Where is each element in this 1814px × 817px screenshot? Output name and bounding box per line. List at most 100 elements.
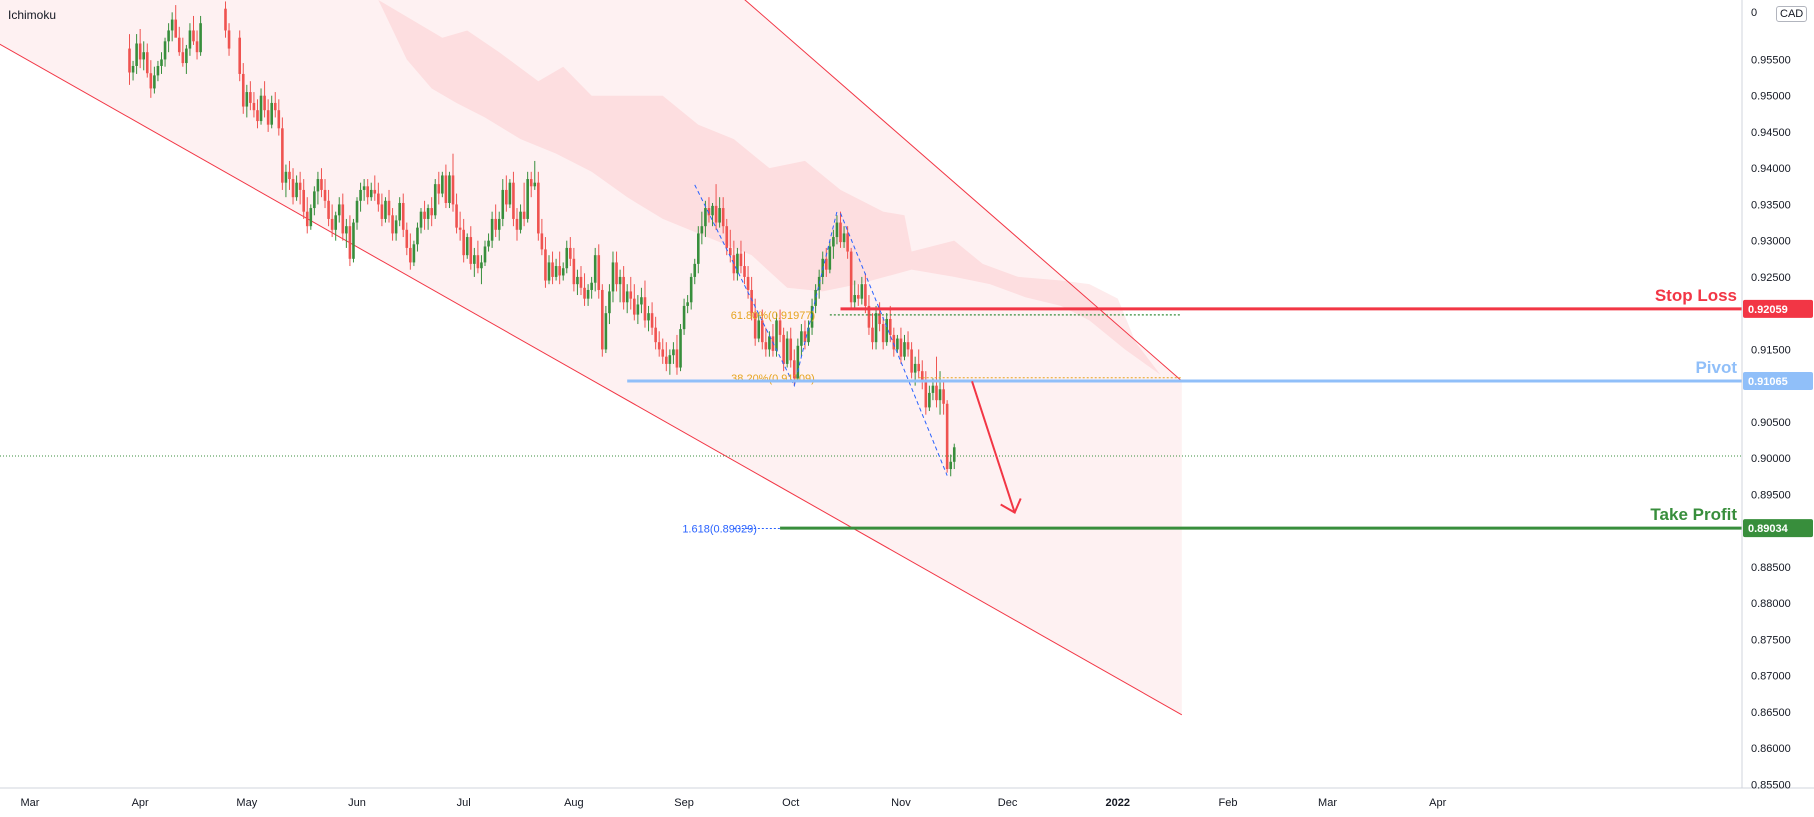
candle: [473, 247, 476, 277]
candle: [665, 342, 668, 372]
candle: [174, 5, 178, 38]
candle-body: [430, 208, 433, 216]
candle-body: [469, 237, 473, 264]
candle-body: [849, 251, 853, 303]
candle-body: [952, 447, 956, 462]
candle: [135, 34, 138, 74]
price-badge-label: 0.91065: [1748, 376, 1788, 388]
candle: [409, 233, 412, 270]
candle-body: [881, 324, 885, 343]
candle: [561, 262, 565, 281]
candle-body: [426, 208, 430, 219]
y-tick-label: 0.89500: [1751, 489, 1791, 501]
price-badge-bg: [1743, 299, 1813, 318]
candle-body: [554, 266, 558, 277]
fib-label: 1.618(0.89029): [682, 524, 757, 536]
candle: [305, 197, 309, 234]
candle-body: [529, 179, 533, 187]
candle-body: [153, 75, 156, 89]
candle-body: [348, 226, 352, 259]
candle-body: [320, 179, 323, 190]
candle: [181, 37, 185, 67]
candle-body: [423, 211, 426, 219]
projection-arrow: [971, 381, 1016, 513]
candle: [693, 258, 697, 285]
candle: [572, 247, 576, 292]
y-tick-label: 0.94500: [1751, 127, 1791, 139]
candle-body: [433, 184, 437, 216]
candle-body: [597, 255, 601, 290]
candle-body: [949, 461, 953, 470]
candle: [640, 287, 643, 314]
candle-body: [352, 222, 355, 259]
candle-body: [665, 356, 668, 364]
candle-body: [672, 349, 675, 356]
candle-body: [167, 30, 170, 42]
candle-body: [497, 218, 501, 230]
candle: [906, 331, 910, 357]
candle: [199, 15, 202, 56]
candle-body: [718, 208, 721, 223]
currency-badge[interactable]: CAD: [1776, 6, 1808, 22]
candle-body: [263, 95, 266, 111]
candle: [881, 316, 885, 350]
candle-body: [586, 289, 590, 299]
candle-body: [458, 227, 462, 230]
candle-body: [853, 295, 857, 303]
candle-body: [824, 258, 828, 270]
candle: [320, 168, 323, 198]
candle-body: [728, 247, 732, 256]
candle-body: [533, 182, 537, 187]
candle: [362, 179, 366, 201]
candle-body: [920, 371, 924, 383]
candle: [401, 193, 405, 238]
candle-body: [181, 52, 185, 64]
candle-body: [444, 175, 448, 203]
candle-body: [803, 331, 807, 343]
candle: [252, 92, 256, 118]
candle-body: [462, 229, 465, 256]
candle-body: [569, 247, 572, 259]
candle-body: [892, 334, 896, 350]
candle-body: [899, 338, 903, 357]
candle: [291, 168, 295, 205]
candle-body: [675, 349, 679, 368]
y-tick-label: 0.85500: [1751, 779, 1791, 791]
candle-body: [785, 338, 789, 364]
candle: [800, 324, 803, 357]
y-tick-label: 0.93500: [1751, 199, 1791, 211]
candle: [352, 218, 355, 263]
x-tick-label: Apr: [1429, 797, 1446, 809]
candle: [917, 349, 921, 379]
candle-body: [156, 65, 160, 76]
candle-body: [704, 208, 707, 227]
candle-body: [782, 334, 785, 364]
candle: [896, 334, 899, 354]
candle-body: [366, 186, 369, 198]
y-tick-label: 0.91500: [1751, 344, 1791, 356]
candle-body: [391, 215, 394, 234]
candle: [949, 454, 953, 477]
candle-body: [572, 258, 576, 285]
candle-body: [750, 289, 753, 314]
candle-body: [465, 237, 469, 256]
candle-body: [871, 327, 874, 343]
candle: [938, 371, 942, 415]
candle-body: [846, 233, 849, 252]
candle: [469, 226, 473, 270]
candle: [679, 324, 682, 372]
candle-body: [313, 191, 316, 209]
candle-body: [551, 262, 554, 277]
candle-body: [601, 289, 604, 350]
candle: [892, 327, 896, 357]
candle: [437, 171, 441, 205]
candle: [185, 44, 188, 74]
candle: [241, 63, 245, 114]
candle-body: [878, 313, 881, 325]
fib-swing-path-2: [840, 212, 948, 476]
indicator-label[interactable]: Ichimoku: [8, 8, 57, 22]
candle: [714, 184, 718, 230]
candle: [910, 342, 913, 379]
candle-body: [668, 355, 672, 364]
